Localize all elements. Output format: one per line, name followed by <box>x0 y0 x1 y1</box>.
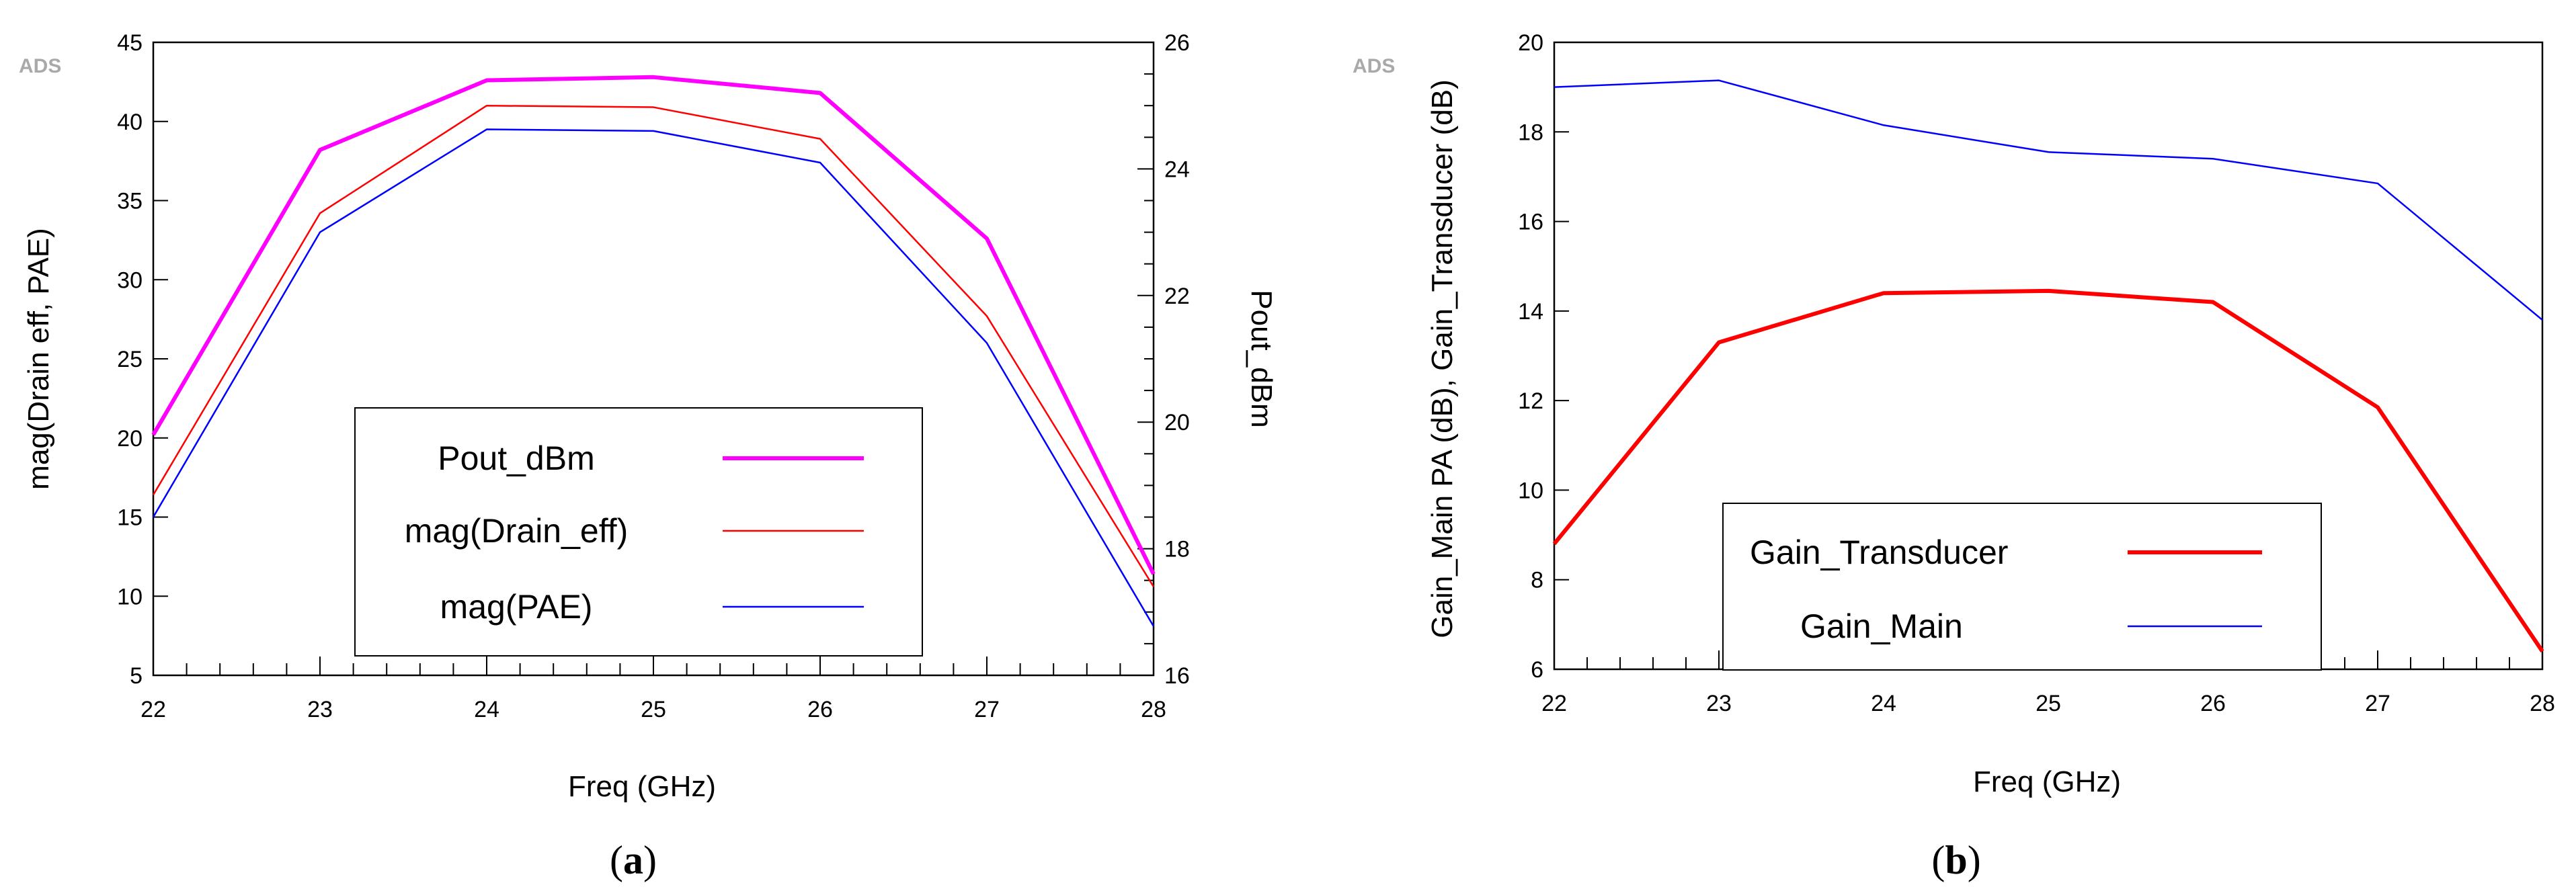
legend-box <box>354 407 923 657</box>
y-tick-label: 10 <box>1518 478 1543 503</box>
legend-box <box>1722 503 2322 671</box>
y2-tick-label: 20 <box>1164 410 1190 435</box>
y2-tick-label: 26 <box>1164 30 1190 56</box>
series-line-gain-main <box>1554 79 2543 321</box>
x-tick-label: 27 <box>2365 691 2390 716</box>
y-tick-label: 6 <box>1531 657 1543 683</box>
y-tick-label: 18 <box>1518 120 1543 145</box>
x-tick-label: 26 <box>807 697 833 722</box>
x-tick-label: 23 <box>307 697 333 722</box>
legend: Gain_Transducer Gain_Main <box>1722 503 2322 671</box>
ads-watermark: ADS <box>1353 55 1395 77</box>
series-line-mag-pae <box>152 128 1155 627</box>
y2-tick-label: 16 <box>1164 663 1190 689</box>
y-tick-label: 20 <box>1518 30 1543 56</box>
legend-label: Pout_dBm <box>438 439 594 477</box>
x-axis-label: Freq (GHz) <box>568 770 716 803</box>
x-tick-label: 23 <box>1706 691 1732 716</box>
figure-caption: (a) <box>610 838 657 882</box>
y-tick-label: 25 <box>117 347 143 372</box>
legend-label: Gain_Main <box>1800 607 1963 645</box>
y-tick-label: 10 <box>117 584 143 609</box>
ads-watermark: ADS <box>19 55 61 77</box>
chart-a: ADS 22 23 24 25 26 27 28 5 10 15 20 25 30 35 40 45 16 18 20… <box>19 30 1278 882</box>
y2-tick-label: 24 <box>1164 157 1190 182</box>
x-tick-label: 24 <box>474 697 499 722</box>
y-tick-label: 16 <box>1518 210 1543 235</box>
y-axis-label: mag(Drain eff, PAE) <box>22 228 55 490</box>
legend: Pout_dBm mag(Drain_eff) mag(PAE) <box>354 407 923 657</box>
x-tick-label: 25 <box>641 697 666 722</box>
y-tick-label: 14 <box>1518 299 1543 325</box>
legend-label: Gain_Transducer <box>1750 534 2008 571</box>
x-axis-label: Freq (GHz) <box>1973 765 2121 798</box>
y-tick-label: 8 <box>1531 568 1543 593</box>
x-tick-label: 26 <box>2200 691 2226 716</box>
y-tick-label: 15 <box>117 505 143 531</box>
x-tick-label: 27 <box>974 697 1000 722</box>
y2-tick-label: 22 <box>1164 284 1190 309</box>
y-axis-label: Gain_Main PA (dB), Gain_Transducer (dB) <box>1426 79 1459 638</box>
y-tick-label: 35 <box>117 189 143 214</box>
x-tick-label: 24 <box>1871 691 1896 716</box>
y2-tick-label: 18 <box>1164 537 1190 562</box>
x-tick-label: 28 <box>1141 697 1166 722</box>
x-tick-label: 22 <box>1541 691 1567 716</box>
x-tick-label: 28 <box>2530 691 2555 716</box>
series-line-pout-dbm <box>151 75 1156 575</box>
series-line-gain-transducer <box>1552 288 2544 653</box>
y-tick-label: 40 <box>117 110 143 135</box>
chart-b: ADS 22 23 24 25 26 27 28 6 8 10 12 14 16 18 20 Freq (GHz… <box>1353 30 2555 882</box>
series-line-mag-drain-eff <box>152 104 1155 587</box>
y-tick-label: 20 <box>117 426 143 452</box>
y-tick-label: 12 <box>1518 388 1543 414</box>
x-tick-label: 22 <box>140 697 166 722</box>
y-tick-label: 45 <box>117 30 143 56</box>
y-tick-label: 30 <box>117 267 143 293</box>
figure-caption: (b) <box>1931 838 1980 882</box>
legend-label: mag(Drain_eff) <box>405 512 629 550</box>
y2-axis-label: Pout_dBm <box>1245 290 1278 427</box>
legend-label: mag(PAE) <box>440 588 593 626</box>
x-tick-label: 25 <box>2036 691 2061 716</box>
y-tick-label: 5 <box>130 663 143 689</box>
